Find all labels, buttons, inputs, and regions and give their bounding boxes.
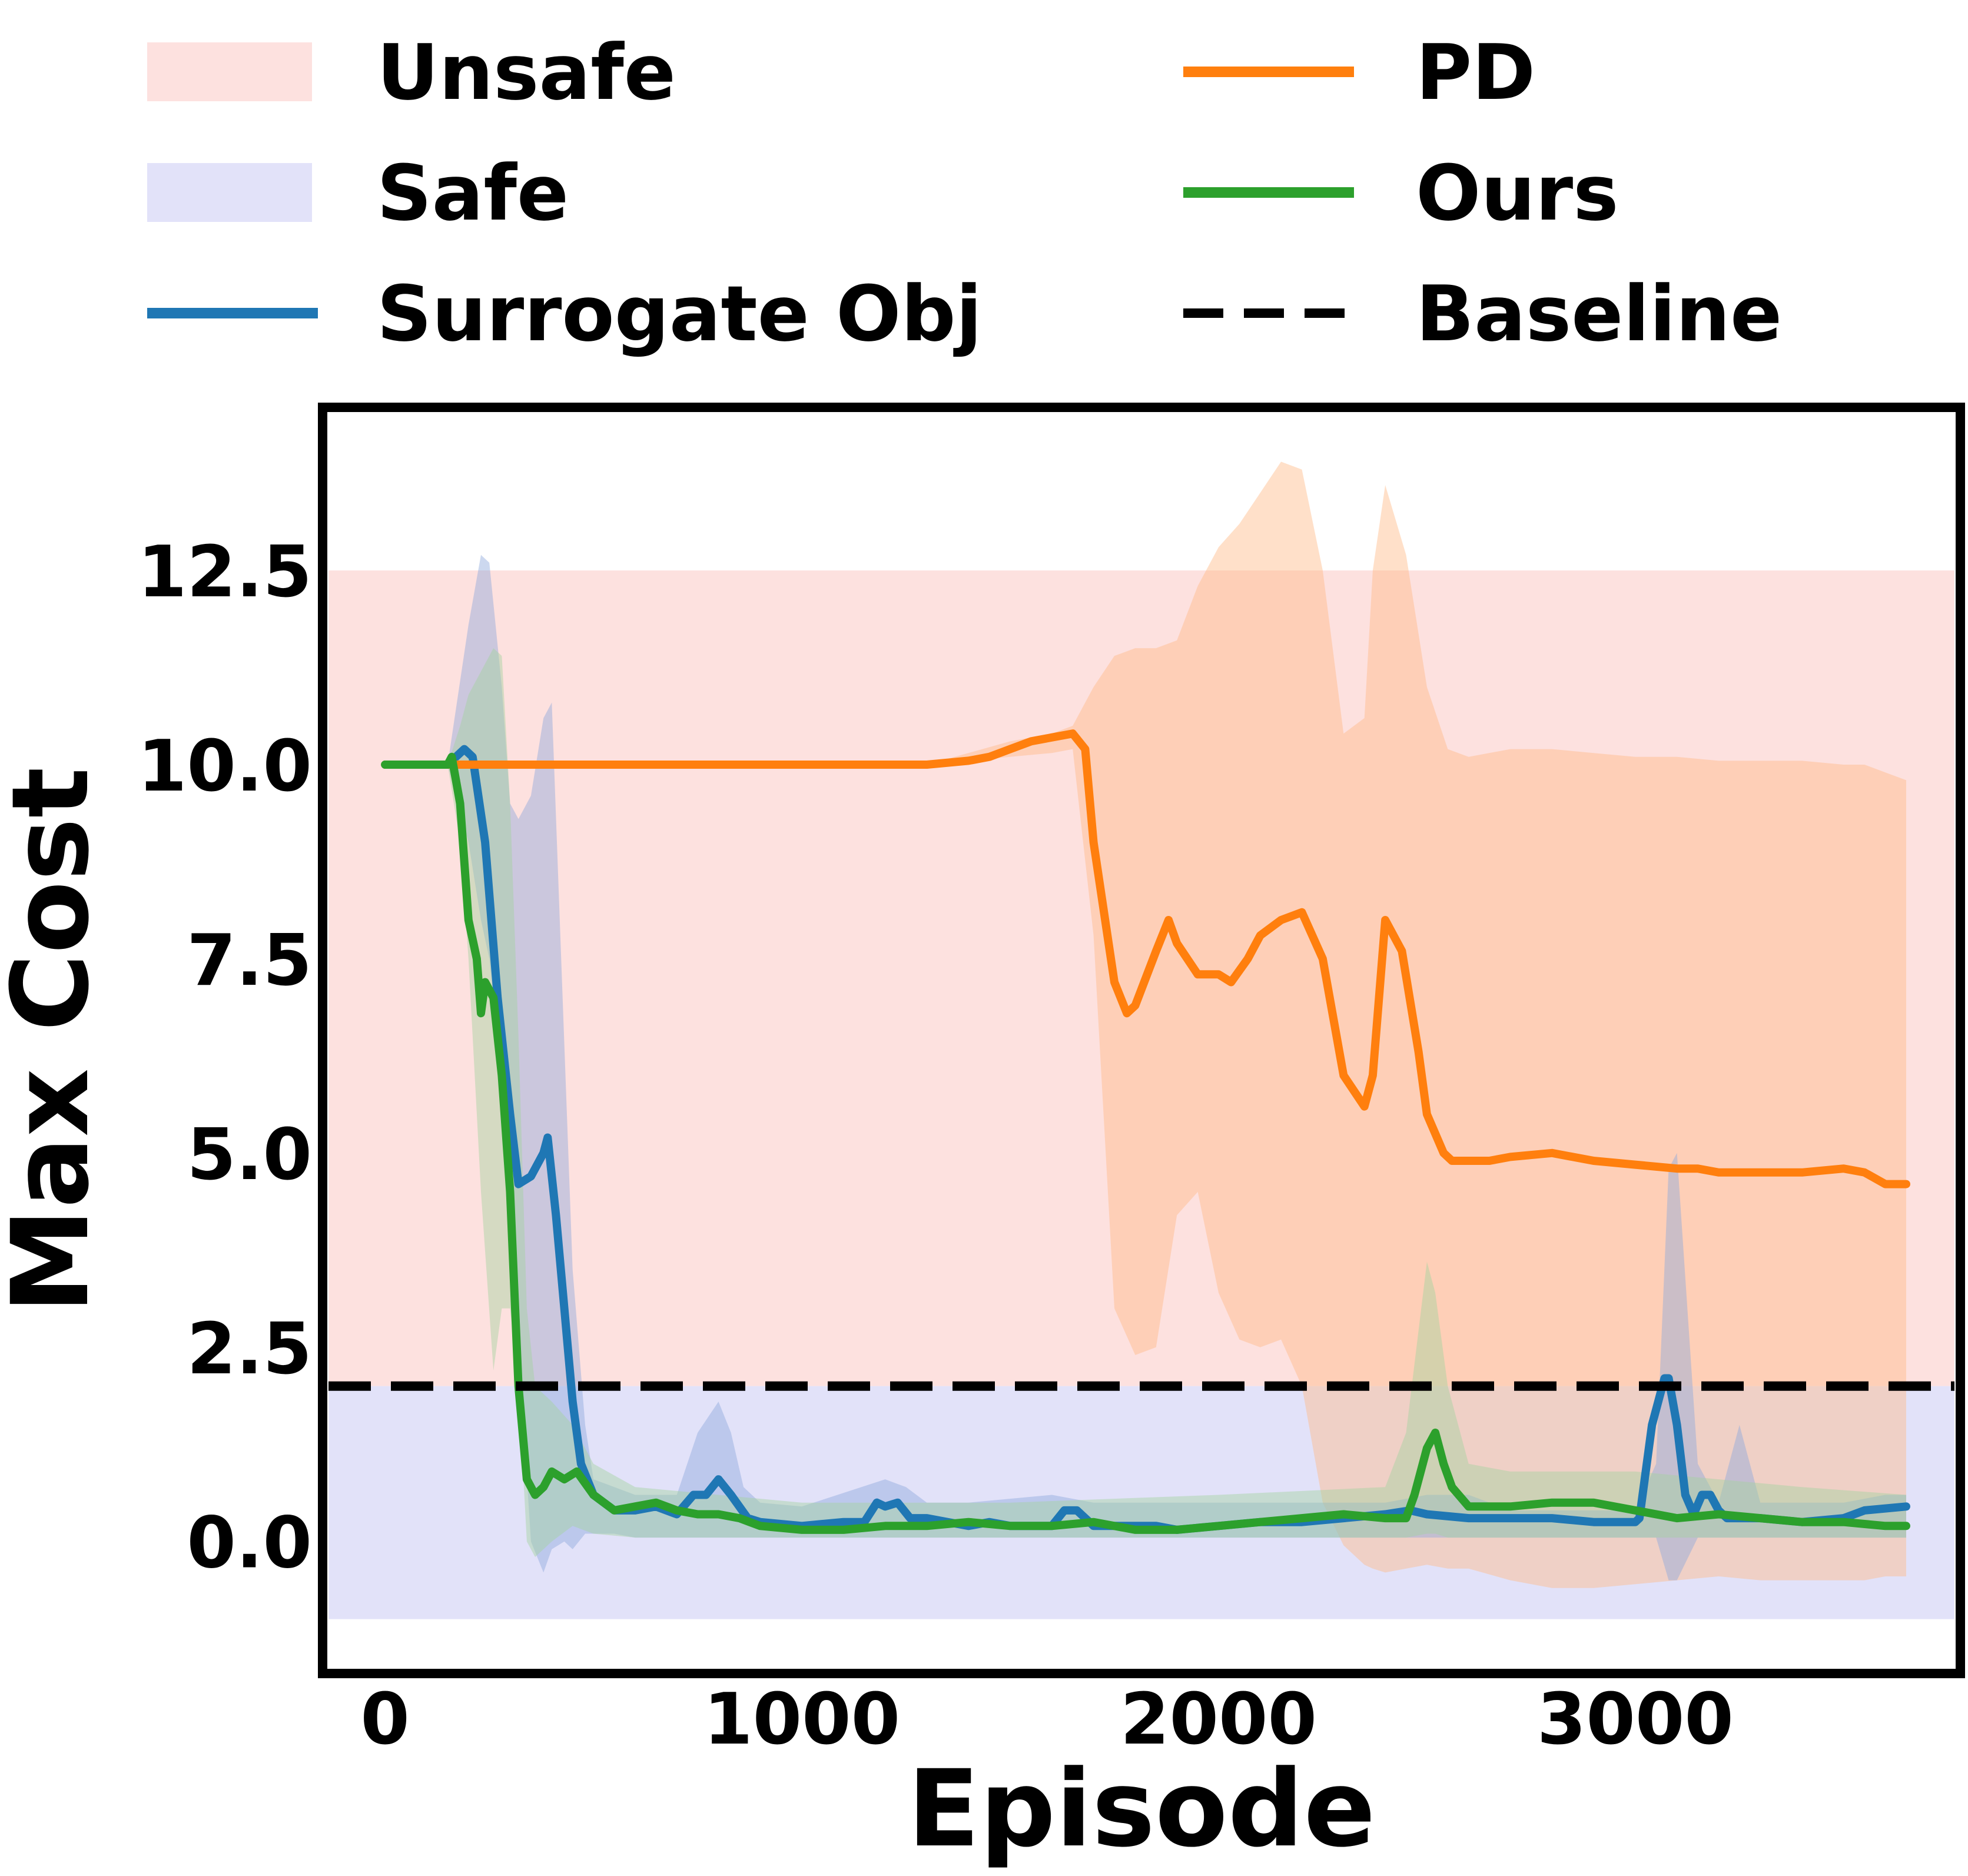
band-ours	[385, 648, 1907, 1558]
x-tick-labels: 0 1000 2000 3000	[360, 1679, 1733, 1761]
bands-layer	[385, 461, 1907, 1588]
legend-item-ours: Ours	[1183, 148, 1619, 238]
legend-item-pd: PD	[1183, 28, 1535, 117]
legend-swatch	[147, 163, 312, 222]
x-axis-label: Episode	[907, 1748, 1375, 1871]
x-tick-label: 1000	[703, 1679, 900, 1761]
legend-item-unsafe: Unsafe	[147, 28, 676, 117]
x-tick-label: 0	[360, 1679, 410, 1761]
x-tick-label: 3000	[1537, 1679, 1734, 1761]
lines-layer	[381, 729, 1910, 1534]
legend-label: Safe	[377, 148, 569, 238]
plot-area	[328, 461, 1954, 1619]
band-pd	[385, 461, 1907, 1588]
plot-frame	[318, 403, 1965, 1678]
y-axis-label: Max Cost	[0, 767, 112, 1313]
legend-label: Surrogate Obj	[377, 269, 982, 358]
series-line-ours	[381, 752, 1910, 1534]
legend-item-baseline: Baseline	[1183, 269, 1782, 358]
legend-item-safe: Safe	[147, 148, 569, 238]
y-tick-label: 7.5	[187, 920, 312, 1002]
legend-item-surrogate-obj: Surrogate Obj	[147, 269, 982, 358]
legend-swatch	[147, 42, 312, 101]
band-surrogate-obj	[385, 555, 1907, 1581]
y-tick-label: 0.0	[187, 1503, 312, 1585]
legend-label: Baseline	[1416, 269, 1782, 358]
y-tick-label: 2.5	[187, 1309, 312, 1390]
y-tick-label: 10.0	[138, 726, 312, 808]
legend-label: Ours	[1416, 148, 1619, 238]
legend-label: PD	[1416, 28, 1535, 117]
y-tick-labels: 0.0 2.5 5.0 7.5 10.0 12.5	[138, 532, 312, 1585]
y-tick-label: 5.0	[187, 1114, 312, 1196]
x-tick-label: 2000	[1120, 1679, 1317, 1761]
legend-label: Unsafe	[377, 28, 676, 117]
y-tick-label: 12.5	[138, 532, 312, 613]
series-line-pd	[381, 729, 1910, 1188]
legend: Unsafe Safe Surrogate Obj PD Ours Baseline	[147, 28, 1782, 358]
